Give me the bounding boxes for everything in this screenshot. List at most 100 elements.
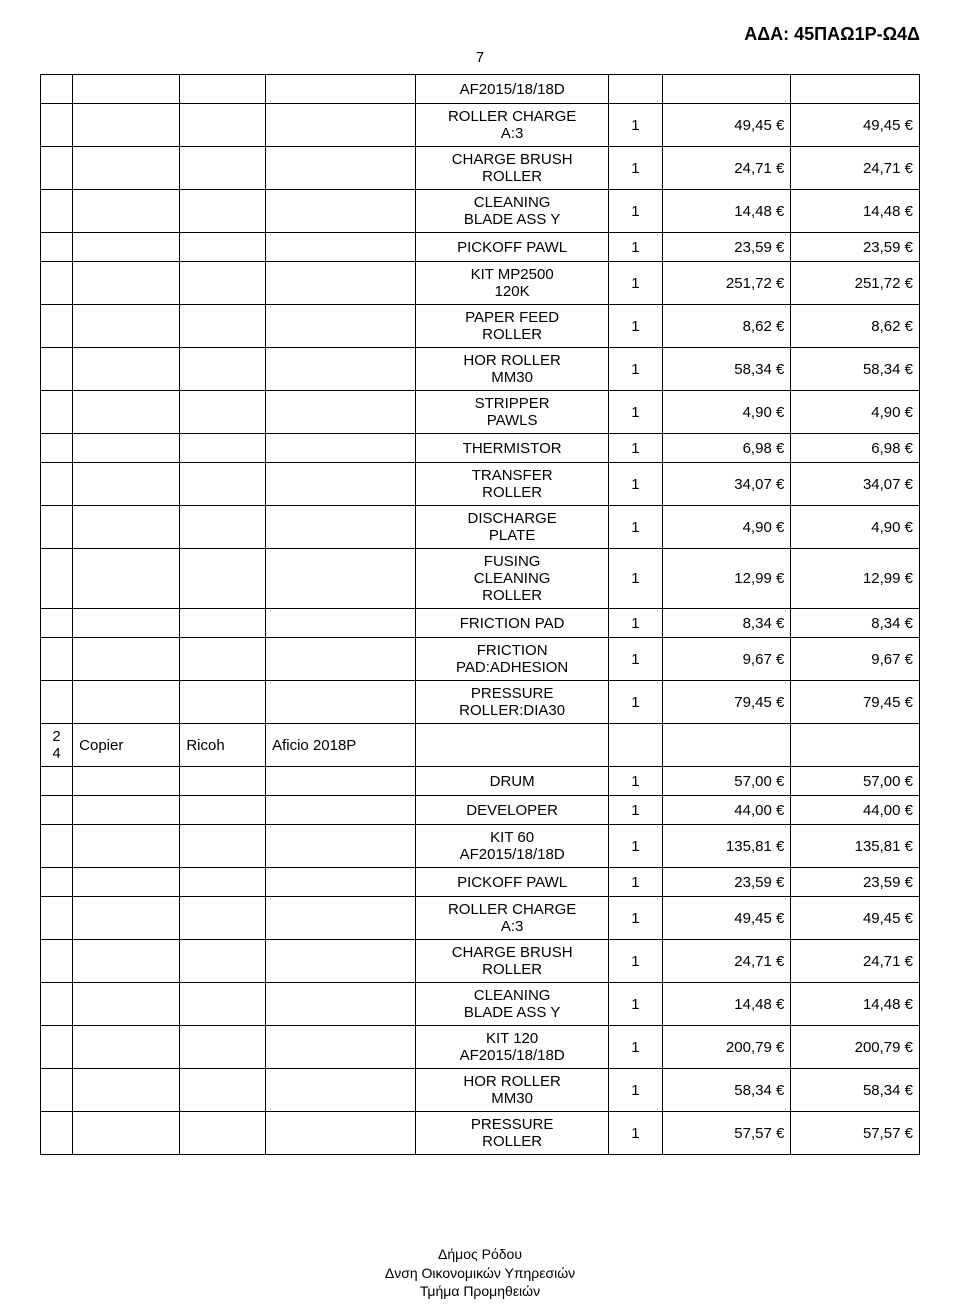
col-description xyxy=(416,724,609,767)
col-type xyxy=(73,190,180,233)
footer-line1: Δήμος Ρόδου xyxy=(0,1245,960,1263)
col-model xyxy=(266,681,416,724)
col-total-price: 135,81 € xyxy=(791,825,920,868)
col-qty: 1 xyxy=(609,681,663,724)
col-brand xyxy=(180,305,266,348)
table-row: DRUM157,00 €57,00 € xyxy=(41,767,920,796)
footer-line3: Τμήμα Προμηθειών xyxy=(0,1282,960,1300)
col-model xyxy=(266,348,416,391)
table-row: DISCHARGEPLATE14,90 €4,90 € xyxy=(41,506,920,549)
col-type xyxy=(73,767,180,796)
col-qty: 1 xyxy=(609,609,663,638)
col-model xyxy=(266,940,416,983)
col-model xyxy=(266,549,416,609)
col-description: PRESSUREROLLER xyxy=(416,1112,609,1155)
col-qty: 1 xyxy=(609,983,663,1026)
col-description: CLEANINGBLADE ASS Y xyxy=(416,190,609,233)
col-total-price: 4,90 € xyxy=(791,506,920,549)
col-qty: 1 xyxy=(609,147,663,190)
col-index xyxy=(41,609,73,638)
col-qty: 1 xyxy=(609,463,663,506)
col-unit-price: 58,34 € xyxy=(662,348,791,391)
col-type xyxy=(73,463,180,506)
col-unit-price: 23,59 € xyxy=(662,233,791,262)
col-qty: 1 xyxy=(609,549,663,609)
col-unit-price: 14,48 € xyxy=(662,983,791,1026)
col-brand xyxy=(180,940,266,983)
col-index: 24 xyxy=(41,724,73,767)
col-total-price: 79,45 € xyxy=(791,681,920,724)
col-index xyxy=(41,262,73,305)
col-total-price: 58,34 € xyxy=(791,1069,920,1112)
col-brand xyxy=(180,104,266,147)
col-qty: 1 xyxy=(609,506,663,549)
col-total-price: 44,00 € xyxy=(791,796,920,825)
col-type xyxy=(73,796,180,825)
col-index xyxy=(41,1069,73,1112)
col-model xyxy=(266,897,416,940)
parts-table: AF2015/18/18DROLLER CHARGEA:3149,45 €49,… xyxy=(40,74,920,1155)
col-model xyxy=(266,609,416,638)
col-brand xyxy=(180,434,266,463)
table-row: PICKOFF PAWL123,59 €23,59 € xyxy=(41,868,920,897)
table-row: FRICTIONPAD:ADHESION19,67 €9,67 € xyxy=(41,638,920,681)
col-brand xyxy=(180,897,266,940)
col-description: STRIPPERPAWLS xyxy=(416,391,609,434)
col-total-price: 14,48 € xyxy=(791,983,920,1026)
col-type xyxy=(73,434,180,463)
col-index xyxy=(41,868,73,897)
footer-line2: Δνση Οικονομικών Υπηρεσιών xyxy=(0,1264,960,1282)
col-index xyxy=(41,940,73,983)
col-model: Aficio 2018P xyxy=(266,724,416,767)
col-total-price: 200,79 € xyxy=(791,1026,920,1069)
col-qty: 1 xyxy=(609,767,663,796)
col-description: TRANSFERROLLER xyxy=(416,463,609,506)
col-description: FRICTION PAD xyxy=(416,609,609,638)
col-qty: 1 xyxy=(609,1026,663,1069)
col-total-price: 57,57 € xyxy=(791,1112,920,1155)
col-unit-price: 57,57 € xyxy=(662,1112,791,1155)
col-qty: 1 xyxy=(609,868,663,897)
col-description: CHARGE BRUSHROLLER xyxy=(416,147,609,190)
col-description: KIT 120AF2015/18/18D xyxy=(416,1026,609,1069)
col-total-price: 12,99 € xyxy=(791,549,920,609)
col-unit-price: 44,00 € xyxy=(662,796,791,825)
col-unit-price: 251,72 € xyxy=(662,262,791,305)
table-row: DEVELOPER144,00 €44,00 € xyxy=(41,796,920,825)
page: ΑΔΑ: 45ΠΑΩ1Ρ-Ω4Δ 7 AF2015/18/18DROLLER C… xyxy=(0,0,960,1316)
col-description: DEVELOPER xyxy=(416,796,609,825)
col-unit-price: 12,99 € xyxy=(662,549,791,609)
col-index xyxy=(41,391,73,434)
col-brand xyxy=(180,1112,266,1155)
col-description: ROLLER CHARGEA:3 xyxy=(416,104,609,147)
col-qty: 1 xyxy=(609,897,663,940)
col-description: CLEANINGBLADE ASS Y xyxy=(416,983,609,1026)
col-model xyxy=(266,434,416,463)
col-type xyxy=(73,233,180,262)
col-index xyxy=(41,767,73,796)
col-model xyxy=(266,75,416,104)
col-index xyxy=(41,463,73,506)
col-brand xyxy=(180,825,266,868)
col-total-price xyxy=(791,75,920,104)
col-index xyxy=(41,897,73,940)
col-description: DRUM xyxy=(416,767,609,796)
col-brand xyxy=(180,767,266,796)
col-qty: 1 xyxy=(609,233,663,262)
col-brand xyxy=(180,1026,266,1069)
col-type xyxy=(73,104,180,147)
col-description: THERMISTOR xyxy=(416,434,609,463)
col-brand xyxy=(180,549,266,609)
table-row: FUSINGCLEANINGROLLER112,99 €12,99 € xyxy=(41,549,920,609)
table-row: ROLLER CHARGEA:3149,45 €49,45 € xyxy=(41,897,920,940)
col-unit-price: 14,48 € xyxy=(662,190,791,233)
col-type xyxy=(73,348,180,391)
table-row: HOR ROLLERMM30158,34 €58,34 € xyxy=(41,348,920,391)
col-index xyxy=(41,796,73,825)
col-index xyxy=(41,434,73,463)
col-index xyxy=(41,983,73,1026)
col-brand xyxy=(180,147,266,190)
col-model xyxy=(266,147,416,190)
col-unit-price: 57,00 € xyxy=(662,767,791,796)
col-model xyxy=(266,767,416,796)
